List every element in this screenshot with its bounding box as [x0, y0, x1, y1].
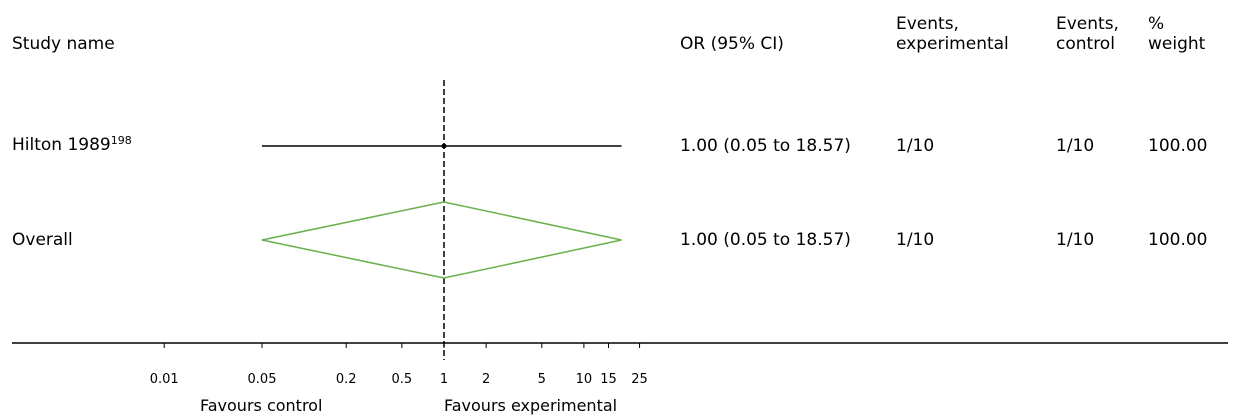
header-events-exp-2: experimental — [896, 34, 1009, 54]
favours-experimental-label: Favours experimental — [444, 396, 618, 415]
study-events-exp: 1/10 — [896, 136, 935, 156]
axis-ticks — [163, 343, 641, 348]
tick-label-15: 15 — [600, 372, 617, 387]
header-events-exp-1: Events, — [896, 14, 959, 34]
tick-label-5: 5 — [537, 372, 546, 387]
overall-or-text: 1.00 (0.05 to 18.57) — [680, 230, 851, 250]
favours-control-label: Favours control — [200, 396, 323, 415]
tick-label-1: 1 — [439, 372, 449, 387]
header-study: Study name — [12, 34, 115, 54]
study-point-estimate — [441, 143, 447, 149]
overall-events-ctrl: 1/10 — [1056, 230, 1095, 250]
study-events-ctrl: 1/10 — [1056, 136, 1095, 156]
overall-weight: 100.00 — [1148, 230, 1208, 250]
study-name: Hilton 1989 — [12, 135, 111, 155]
overall-diamond — [261, 201, 622, 279]
overall-events-exp: 1/10 — [896, 230, 935, 250]
study-weight: 100.00 — [1148, 136, 1208, 156]
study-label: Hilton 1989198 — [12, 134, 132, 156]
study-reference: 198 — [110, 134, 132, 147]
tick-label-0.5: 0.5 — [391, 372, 413, 387]
tick-label-0.2: 0.2 — [335, 372, 357, 387]
header-events-ctrl-1: Events, — [1056, 14, 1119, 34]
header-weight-1: % — [1148, 14, 1165, 34]
study-or-text: 1.00 (0.05 to 18.57) — [680, 136, 851, 156]
tick-label-2: 2 — [481, 372, 491, 387]
header-weight-2: weight — [1148, 34, 1206, 54]
header-events-ctrl-2: control — [1056, 34, 1115, 54]
tick-label-25: 25 — [631, 372, 648, 387]
header-or: OR (95% CI) — [680, 34, 784, 54]
tick-label-0.05: 0.05 — [247, 372, 277, 387]
tick-label-10: 10 — [575, 372, 593, 387]
tick-label-0.01: 0.01 — [149, 372, 179, 387]
overall-label: Overall — [12, 230, 73, 250]
